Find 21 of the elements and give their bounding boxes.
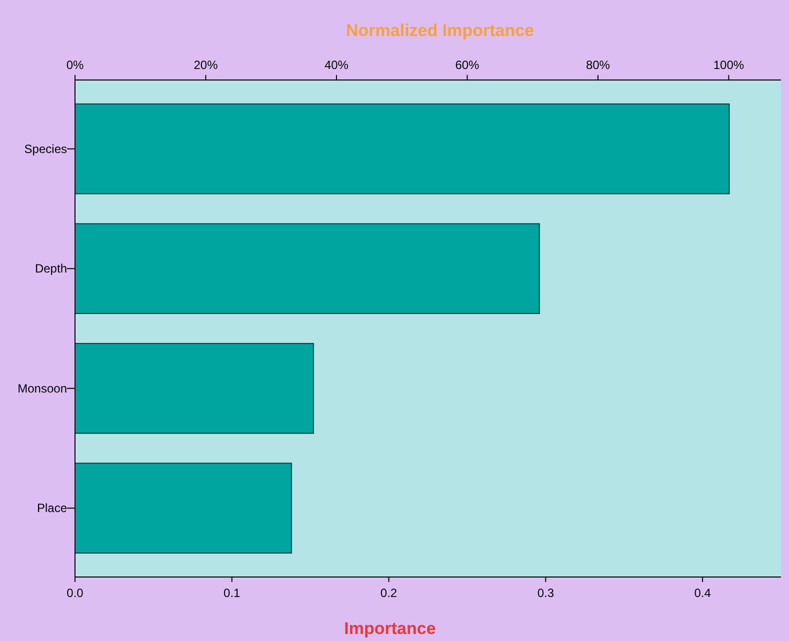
- x-tick-label: 0.0: [66, 586, 84, 600]
- x-tick-label: 0.2: [380, 586, 398, 600]
- bar: [74, 342, 314, 434]
- x2-tick-label: 40%: [324, 58, 349, 72]
- bar: [74, 462, 292, 554]
- y-tick-label: Species: [24, 142, 67, 156]
- x2-tick-label: 60%: [455, 58, 480, 72]
- bar: [74, 223, 540, 314]
- y-tick-label: Monsoon: [18, 381, 67, 396]
- x2-axis-title: Normalized Importance: [346, 21, 534, 40]
- x-tick-label: 0.4: [694, 586, 712, 600]
- x2-tick-label: 0%: [66, 58, 84, 72]
- x-axis-title: Importance: [344, 619, 436, 638]
- x-tick-label: 0.3: [537, 586, 554, 600]
- x-tick-label: 0.1: [224, 586, 241, 600]
- x2-tick-label: 20%: [194, 58, 218, 72]
- bar: [74, 103, 730, 194]
- x2-tick-label: 100%: [713, 58, 744, 72]
- y-tick-label: Place: [36, 501, 68, 516]
- x2-tick-label: 80%: [586, 58, 610, 72]
- y-tick-label: Depth: [34, 262, 67, 276]
